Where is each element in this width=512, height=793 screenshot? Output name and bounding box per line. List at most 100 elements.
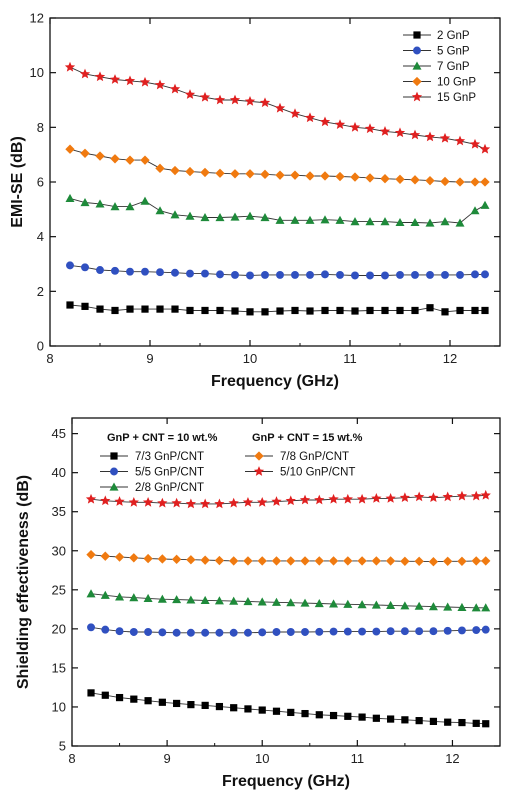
data-point xyxy=(480,200,490,209)
data-point xyxy=(156,268,164,277)
data-point xyxy=(410,175,420,185)
y-tick-label: 8 xyxy=(37,120,44,135)
data-point xyxy=(171,554,182,565)
data-point xyxy=(381,306,389,315)
data-point xyxy=(426,270,434,279)
legend-group: GnP + CNT = 10 wt.% 7/3 GnP/CNT 5/5 GnP/CN… xyxy=(100,432,218,494)
data-point xyxy=(109,74,121,84)
data-point xyxy=(285,495,296,506)
data-point xyxy=(229,628,238,637)
data-point xyxy=(299,494,311,505)
data-point xyxy=(387,715,395,723)
data-point xyxy=(115,592,125,601)
data-point xyxy=(396,306,404,315)
data-point xyxy=(111,266,119,275)
data-point xyxy=(458,718,466,727)
data-point xyxy=(358,627,367,636)
data-point xyxy=(95,151,105,161)
legend-item: 5/10 GnP/CNT xyxy=(245,466,355,479)
data-point xyxy=(243,556,253,566)
legend-marker xyxy=(254,451,264,461)
data-point xyxy=(439,132,451,143)
data-point xyxy=(424,131,436,142)
legend-marker xyxy=(412,61,422,70)
data-point xyxy=(258,706,266,714)
data-point xyxy=(428,557,439,567)
data-point xyxy=(169,83,181,94)
data-point xyxy=(171,497,182,508)
x-tick-label: 11 xyxy=(351,751,365,766)
legend-marker xyxy=(110,467,118,476)
shielding-effectiveness-chart: 8 9 10 11 12 5 10 15 20 25 30 35 40 45 Frequency (GHz)… xyxy=(15,417,501,790)
data-point xyxy=(336,306,344,315)
data-point xyxy=(380,217,390,226)
legend-group: GnP + CNT = 15 wt.% 7/8 GnP/CNT 5/10 GnP/C… xyxy=(245,432,363,479)
data-point xyxy=(79,68,91,79)
data-point xyxy=(184,89,196,99)
legend-group-title: GnP + CNT = 10 wt.% xyxy=(107,432,218,444)
data-point xyxy=(140,196,150,205)
data-point xyxy=(314,598,324,608)
data-point xyxy=(400,627,409,636)
data-point xyxy=(371,556,382,566)
data-point xyxy=(87,689,95,697)
data-point xyxy=(357,556,367,566)
data-point xyxy=(358,713,366,721)
data-point xyxy=(482,720,490,728)
y-tick-label: 10 xyxy=(30,65,44,80)
data-point xyxy=(110,154,120,164)
data-point xyxy=(215,628,224,637)
data-point xyxy=(230,169,240,179)
data-point xyxy=(395,217,405,227)
data-point xyxy=(314,494,325,505)
legend-label: 2/8 GnP/CNT xyxy=(135,482,204,494)
data-point xyxy=(230,212,240,221)
data-point xyxy=(201,628,210,637)
data-point xyxy=(186,628,195,637)
data-point xyxy=(129,553,139,563)
data-point xyxy=(129,593,139,602)
x-axis-title: Frequency (GHz) xyxy=(222,773,350,790)
data-point xyxy=(444,718,452,726)
data-point xyxy=(140,155,150,165)
data-point xyxy=(306,270,314,279)
data-point xyxy=(187,701,195,709)
y-tick-label: 45 xyxy=(52,426,66,441)
data-point xyxy=(372,627,381,636)
y-tick-label: 6 xyxy=(37,175,44,190)
legend-label: 7/3 GnP/CNT xyxy=(135,451,204,463)
y-axis-title: EMI-SE (dB) xyxy=(9,136,26,228)
data-point xyxy=(80,198,90,207)
legend-item: 5/5 GnP/CNT xyxy=(100,467,204,479)
data-point xyxy=(275,215,285,224)
data-point xyxy=(386,627,395,636)
data-point xyxy=(261,270,269,279)
data-point xyxy=(289,108,301,119)
data-point xyxy=(300,598,310,607)
data-point xyxy=(110,202,120,211)
data-point xyxy=(380,174,390,184)
data-point xyxy=(379,126,391,136)
data-point xyxy=(440,176,450,187)
data-point xyxy=(470,177,480,187)
data-point xyxy=(259,97,271,108)
data-point xyxy=(128,496,139,507)
data-point xyxy=(260,213,270,222)
data-point xyxy=(329,599,339,608)
data-point xyxy=(441,308,449,316)
data-point xyxy=(305,171,315,181)
data-point xyxy=(100,590,110,599)
data-point xyxy=(157,594,167,603)
plot-frame xyxy=(71,417,501,747)
data-point xyxy=(470,206,480,215)
data-point xyxy=(200,555,210,565)
data-point xyxy=(401,716,409,724)
data-point xyxy=(344,712,352,720)
data-point xyxy=(454,135,466,146)
data-point xyxy=(274,102,286,113)
data-point xyxy=(414,601,424,610)
data-point xyxy=(66,261,74,270)
data-point xyxy=(481,306,489,315)
data-point xyxy=(301,709,309,718)
